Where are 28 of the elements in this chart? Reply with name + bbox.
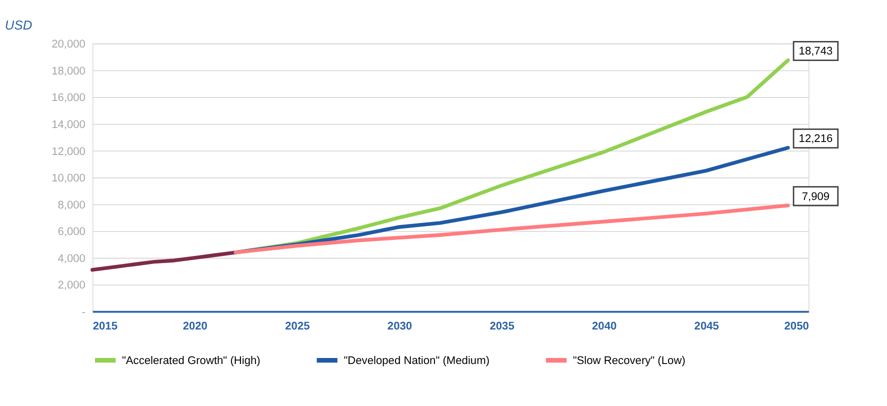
x-tick-label: 2045: [694, 320, 719, 332]
line-series: [90, 250, 238, 272]
y-tick-label: -: [82, 306, 86, 319]
x-tick-label: 2040: [592, 320, 617, 332]
legend-label: "Slow Recovery" (Low): [572, 355, 686, 368]
data-label: 18,743: [798, 46, 833, 58]
y-tick-label: 10,000: [52, 172, 86, 185]
y-tick-label: 4,000: [58, 252, 86, 265]
line-series: [234, 204, 790, 254]
legend-label: "Accelerated Growth" (High): [122, 355, 260, 368]
x-tick-label: 2035: [490, 320, 514, 332]
y-tick-label: 20,000: [52, 38, 86, 51]
data-label: 12,216: [798, 133, 833, 146]
x-tick-label: 2025: [285, 320, 310, 332]
legend-label: "Developed Nation" (Medium): [344, 355, 490, 368]
data-label: 7,909: [802, 190, 830, 203]
y-tick-label: 6,000: [58, 226, 86, 238]
x-tick-label: 2015: [92, 320, 118, 332]
y-axis-title: USD: [4, 18, 32, 33]
y-tick-label: 2,000: [58, 280, 86, 292]
x-tick-label: 2030: [387, 320, 412, 332]
y-tick-label: 16,000: [52, 92, 86, 104]
x-tick-label: 2020: [182, 320, 208, 332]
x-tick-label: 2050: [784, 320, 809, 332]
y-tick-label: 14,000: [52, 118, 86, 131]
y-tick-label: 18,000: [52, 65, 86, 78]
y-tick-label: 8,000: [58, 199, 86, 212]
y-tick-label: 12,000: [52, 146, 86, 158]
